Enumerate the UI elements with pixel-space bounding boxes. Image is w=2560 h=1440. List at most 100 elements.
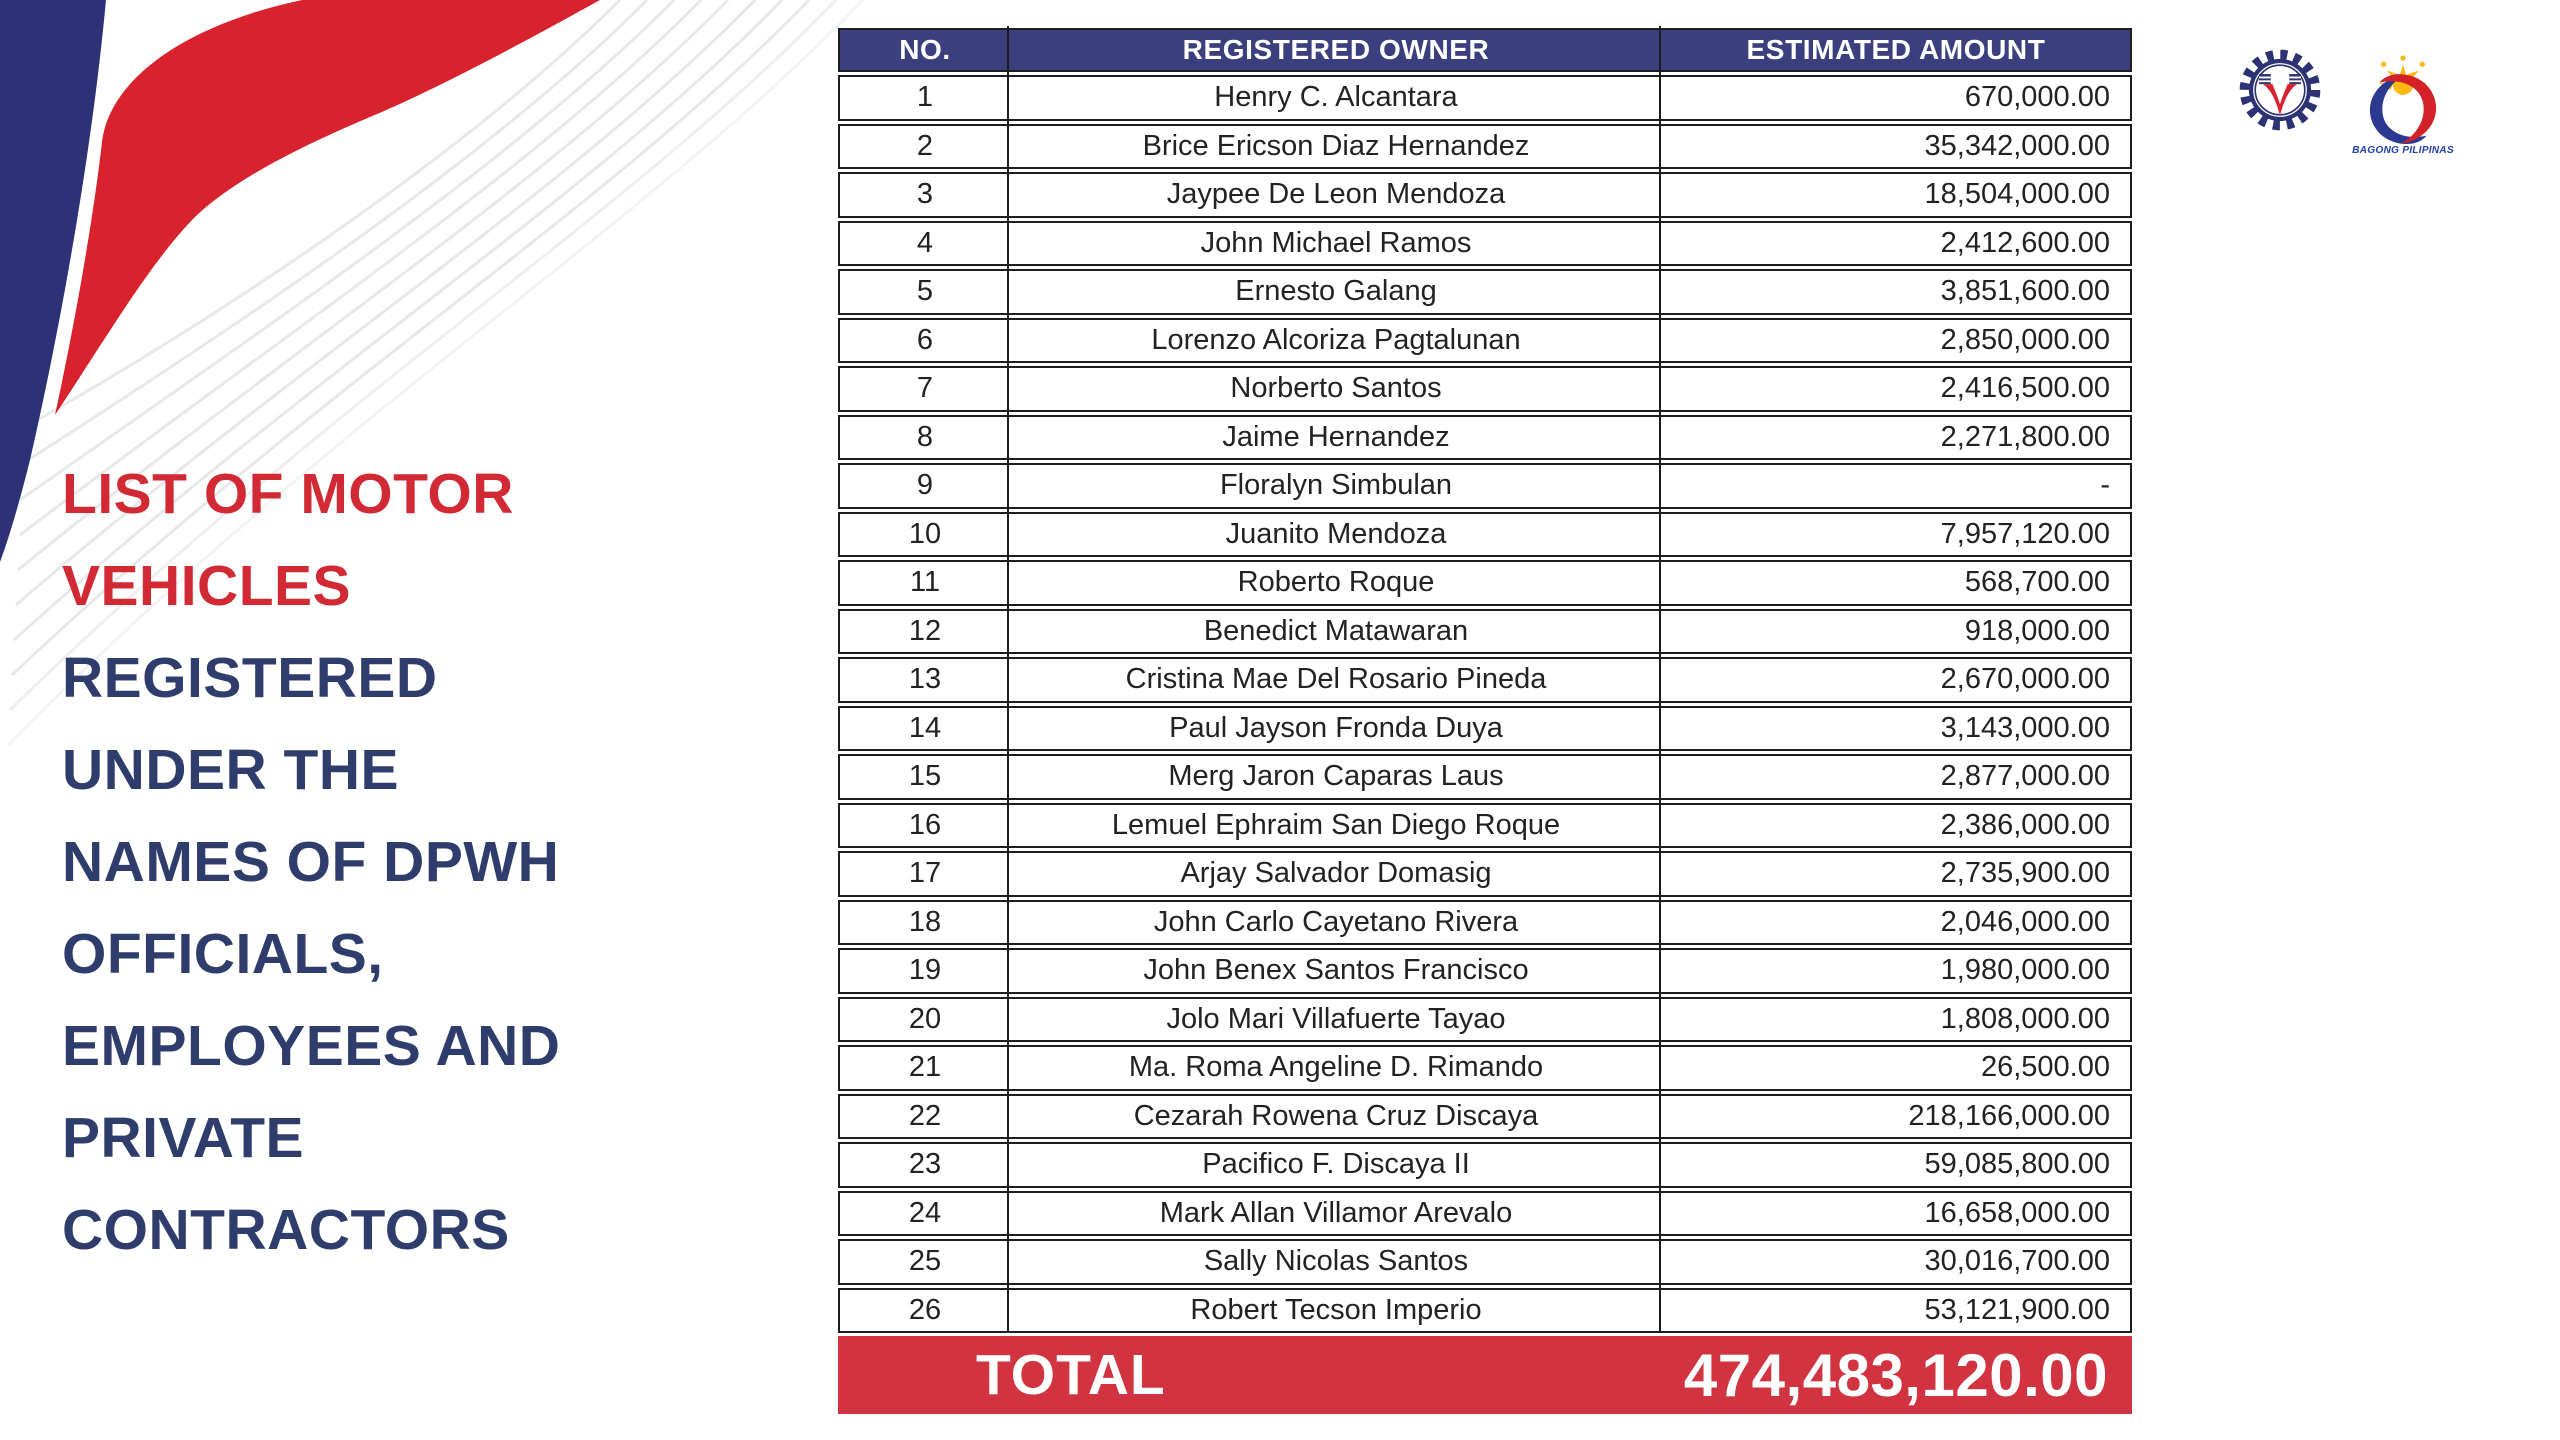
cell-owner: Cristina Mae Del Rosario Pineda	[1125, 663, 1547, 696]
cell-amount: 2,386,000.00	[1940, 808, 2110, 841]
red-ribbon	[55, 0, 600, 415]
cell-owner: Pacifico F. Discaya II	[1202, 1148, 1470, 1181]
cell-no: 12	[908, 614, 942, 647]
cell-no: 23	[908, 1148, 942, 1181]
cell-no: 7	[916, 372, 934, 405]
title-line: UNDER THE	[62, 738, 400, 802]
cell-no: 10	[908, 517, 942, 550]
table-row: 16 Lemuel Ephraim San Diego Roque 2,386,00…	[838, 802, 2132, 848]
cell-amount: 35,342,000.00	[1924, 129, 2110, 162]
table-row: 9 Floralyn Simbulan -	[838, 463, 2132, 509]
table-row: 10 Juanito Mendoza 7,957,120.00	[838, 511, 2132, 557]
cell-amount: 2,850,000.00	[1940, 323, 2110, 356]
table-row: 19 John Benex Santos Francisco 1,980,000.0…	[838, 948, 2132, 994]
cell-owner: Henry C. Alcantara	[1214, 81, 1458, 114]
cell-amount: 16,658,000.00	[1924, 1196, 2110, 1229]
title-line: REGISTERED	[62, 646, 438, 710]
table-row: 24 Mark Allan Villamor Arevalo 16,658,000.…	[838, 1190, 2132, 1236]
cell-no: 25	[908, 1245, 942, 1278]
cell-no: 1	[916, 81, 934, 114]
cell-amount: 18,504,000.00	[1924, 178, 2110, 211]
title-line: NAMES OF DPWH	[62, 830, 560, 894]
cell-owner: Juanito Mendoza	[1225, 517, 1447, 550]
cell-no: 26	[908, 1293, 942, 1326]
cell-amount: 2,046,000.00	[1940, 905, 2110, 938]
cell-no: 8	[916, 420, 934, 453]
cell-no: 9	[916, 469, 934, 502]
cell-amount: 7,957,120.00	[1940, 517, 2110, 550]
column-divider	[1658, 26, 1661, 1333]
cell-amount: 568,700.00	[1964, 566, 2110, 599]
cell-no: 19	[908, 954, 942, 987]
cell-owner: Brice Ericson Diaz Hernandez	[1142, 129, 1530, 162]
table-row: 15 Merg Jaron Caparas Laus 2,877,000.00	[838, 754, 2132, 800]
table-row: 12 Benedict Matawaran 918,000.00	[838, 608, 2132, 654]
cell-owner: John Benex Santos Francisco	[1143, 954, 1529, 987]
cell-owner: Roberto Roque	[1237, 566, 1435, 599]
table-row: 25 Sally Nicolas Santos 30,016,700.00	[838, 1239, 2132, 1285]
col-header-owner: REGISTERED OWNER	[1182, 34, 1490, 65]
cell-owner: Jolo Mari Villafuerte Tayao	[1166, 1002, 1506, 1035]
table-row: 5 Ernesto Galang 3,851,600.00	[838, 269, 2132, 315]
title-line: EMPLOYEES AND	[62, 1014, 561, 1078]
cell-no: 11	[909, 566, 941, 599]
cell-no: 15	[908, 760, 942, 793]
cell-owner: Jaypee De Leon Mendoza	[1166, 178, 1506, 211]
title-line: CONTRACTORS	[62, 1198, 510, 1262]
cell-no: 24	[908, 1196, 942, 1229]
cell-no: 2	[916, 129, 934, 162]
dpwh-logo-icon	[2239, 49, 2321, 131]
cell-owner: John Carlo Cayetano Rivera	[1153, 905, 1519, 938]
table-row: 8 Jaime Hernandez 2,271,800.00	[838, 414, 2132, 460]
table-row: 6 Lorenzo Alcoriza Pagtalunan 2,850,000.00	[838, 317, 2132, 363]
cell-owner: Lorenzo Alcoriza Pagtalunan	[1151, 323, 1521, 356]
cell-no: 16	[908, 808, 942, 841]
cell-owner: Benedict Matawaran	[1203, 614, 1469, 647]
cell-owner: Lemuel Ephraim San Diego Roque	[1111, 808, 1561, 841]
cell-owner: Sally Nicolas Santos	[1203, 1245, 1469, 1278]
cell-no: 17	[908, 857, 942, 890]
cell-owner: Mark Allan Villamor Arevalo	[1159, 1196, 1513, 1229]
column-divider	[1006, 26, 1009, 1333]
cell-amount: -	[2100, 469, 2110, 502]
page-title: LIST OF MOTOR VEHICLES REGISTERED UNDER THE…	[62, 448, 560, 1276]
cell-amount: 26,500.00	[1980, 1051, 2110, 1084]
cell-no: 22	[908, 1099, 942, 1132]
cell-amount: 2,735,900.00	[1940, 857, 2110, 890]
cell-owner: Cezarah Rowena Cruz Discaya	[1133, 1099, 1539, 1132]
cell-amount: 2,416,500.00	[1940, 372, 2110, 405]
table-row: 22 Cezarah Rowena Cruz Discaya 218,166,000…	[838, 1093, 2132, 1139]
cell-owner: Merg Jaron Caparas Laus	[1168, 760, 1504, 793]
total-row: TOTAL 474,483,120.00	[838, 1336, 2132, 1414]
cell-amount: 59,085,800.00	[1924, 1148, 2110, 1181]
cell-amount: 3,143,000.00	[1940, 711, 2110, 744]
cell-amount: 2,412,600.00	[1940, 226, 2110, 259]
table-row: 7 Norberto Santos 2,416,500.00	[838, 366, 2132, 412]
total-amount: 474,483,120.00	[1683, 1341, 2108, 1409]
table-row: 11 Roberto Roque 568,700.00	[838, 560, 2132, 606]
vehicles-table: NO. REGISTERED OWNER ESTIMATED AMOUNT 1 H…	[838, 26, 2132, 1414]
cell-owner: Robert Tecson Imperio	[1190, 1293, 1482, 1326]
cell-owner: Norberto Santos	[1230, 372, 1442, 405]
table-row: 1 Henry C. Alcantara 670,000.00	[838, 75, 2132, 121]
cell-amount: 2,877,000.00	[1940, 760, 2110, 793]
cell-owner: Ma. Roma Angeline D. Rimando	[1128, 1051, 1544, 1084]
cell-no: 6	[916, 323, 934, 356]
cell-amount: 2,271,800.00	[1940, 420, 2110, 453]
navy-wedge	[0, 0, 106, 562]
cell-owner: Paul Jayson Fronda Duya	[1169, 711, 1503, 744]
cell-no: 13	[908, 663, 942, 696]
cell-amount: 218,166,000.00	[1908, 1099, 2110, 1132]
table-row: 17 Arjay Salvador Domasig 2,735,900.00	[838, 851, 2132, 897]
col-header-no: NO.	[899, 34, 951, 65]
title-line: VEHICLES	[62, 554, 352, 618]
cell-amount: 918,000.00	[1964, 614, 2110, 647]
table-row: 2 Brice Ericson Diaz Hernandez 35,342,000.…	[838, 123, 2132, 169]
table-row: 21 Ma. Roma Angeline D. Rimando 26,500.00	[838, 1045, 2132, 1091]
cell-no: 4	[916, 226, 934, 259]
cell-amount: 53,121,900.00	[1924, 1293, 2110, 1326]
table-row: 3 Jaypee De Leon Mendoza 18,504,000.00	[838, 172, 2132, 218]
table-body: 1 Henry C. Alcantara 670,000.00 2 Brice Eric…	[838, 26, 2132, 1333]
cell-owner: John Michael Ramos	[1200, 226, 1472, 259]
table-row: 4 John Michael Ramos 2,412,600.00	[838, 220, 2132, 266]
